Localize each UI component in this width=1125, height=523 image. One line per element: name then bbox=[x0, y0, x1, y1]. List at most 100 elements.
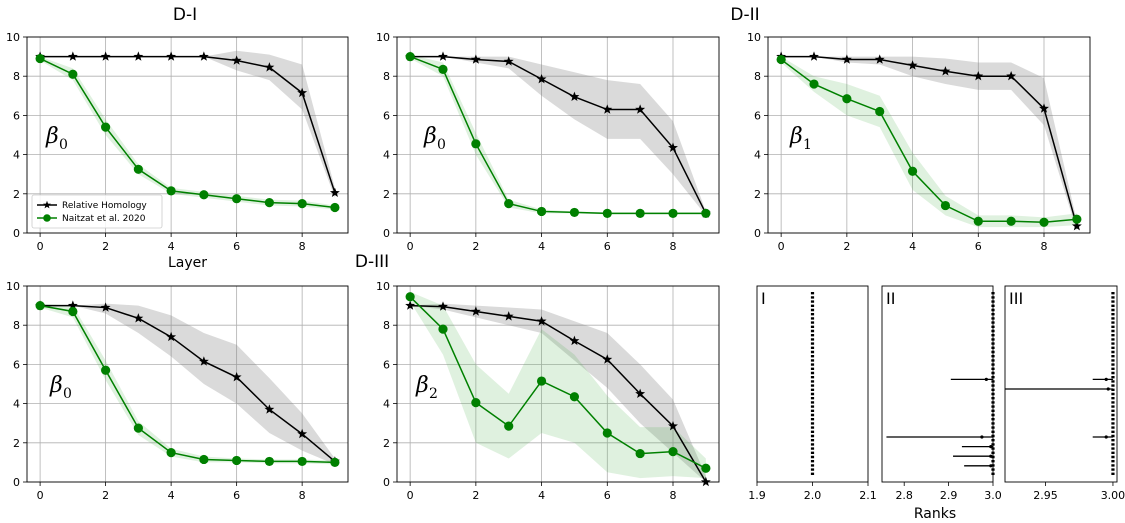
rank-point bbox=[1106, 387, 1110, 391]
title-d-i: D-I bbox=[173, 5, 197, 25]
point-relative-homology bbox=[438, 51, 448, 61]
rank-point bbox=[1104, 435, 1108, 439]
point-naitzat bbox=[602, 208, 612, 218]
x-tick-label: 1.9 bbox=[748, 489, 766, 502]
point-naitzat bbox=[264, 198, 274, 208]
point-relative-homology bbox=[569, 335, 580, 346]
point-relative-homology bbox=[166, 51, 177, 61]
point-relative-homology bbox=[841, 54, 852, 64]
point-naitzat bbox=[635, 208, 645, 218]
x-tick-label: 6 bbox=[233, 489, 240, 502]
point-naitzat bbox=[35, 301, 45, 311]
legend-marker-star bbox=[43, 200, 51, 209]
point-relative-homology bbox=[503, 311, 514, 321]
legend-entry: Naitzat et al. 2020 bbox=[62, 214, 146, 224]
point-relative-homology bbox=[1039, 103, 1049, 113]
y-tick-label: 4 bbox=[13, 398, 20, 411]
x-tick-label: 2 bbox=[843, 240, 850, 253]
point-naitzat bbox=[297, 199, 307, 209]
point-relative-homology bbox=[536, 316, 547, 326]
rank-panel-II: II 2.8 2.9 3.0 Ranks bbox=[881, 285, 1002, 522]
beta-subscript: 2 bbox=[429, 386, 438, 402]
axes-frame bbox=[396, 285, 720, 483]
x-axis-label: Layer bbox=[168, 255, 207, 271]
point-relative-homology bbox=[668, 142, 678, 152]
line-chart-3: 0 2 4 6 8 10 0 2 4 6 8 β 1 bbox=[747, 31, 1091, 253]
point-relative-homology bbox=[602, 354, 613, 364]
y-tick-label: 4 bbox=[383, 398, 390, 411]
point-naitzat bbox=[1006, 216, 1016, 226]
point-relative-homology bbox=[635, 104, 646, 114]
x-axis-label-ranks: Ranks bbox=[914, 506, 956, 522]
x-tick-label: 8 bbox=[670, 240, 677, 253]
y-tick-label: 6 bbox=[383, 109, 390, 122]
beta-label: β bbox=[49, 373, 63, 398]
series-line-relative-homology bbox=[781, 55, 1078, 227]
point-relative-homology bbox=[198, 356, 209, 366]
x-tick-label: 2 bbox=[102, 489, 109, 502]
beta-label: β bbox=[415, 373, 429, 398]
series-line-relative-homology bbox=[40, 55, 336, 194]
point-naitzat bbox=[809, 79, 819, 89]
point-naitzat bbox=[875, 106, 885, 117]
y-tick-label: 10 bbox=[6, 31, 20, 44]
axes-frame bbox=[26, 285, 349, 483]
y-tick-label: 8 bbox=[383, 70, 390, 83]
y-tick-label: 2 bbox=[383, 188, 390, 201]
point-naitzat bbox=[232, 194, 242, 204]
point-naitzat bbox=[776, 54, 786, 65]
point-relative-homology bbox=[67, 51, 78, 61]
x-tick-label: 6 bbox=[233, 240, 240, 253]
rank-panel-I: I 1.9 2.0 2.1 bbox=[748, 285, 877, 502]
y-tick-label: 10 bbox=[376, 31, 390, 44]
point-naitzat bbox=[471, 398, 481, 408]
rank-point bbox=[1104, 377, 1108, 381]
x-tick-label: 4 bbox=[909, 240, 916, 253]
beta-subscript: 0 bbox=[59, 137, 68, 153]
series-line-naitzat bbox=[39, 57, 335, 209]
point-relative-homology bbox=[569, 91, 580, 101]
point-naitzat bbox=[504, 199, 514, 209]
point-relative-homology bbox=[536, 73, 547, 84]
beta-subscript: 0 bbox=[437, 137, 446, 153]
series-line-naitzat bbox=[39, 304, 335, 464]
point-naitzat bbox=[504, 421, 514, 431]
y-tick-label: 6 bbox=[383, 358, 390, 371]
y-tick-label: 2 bbox=[13, 188, 20, 201]
point-naitzat bbox=[536, 206, 547, 217]
point-relative-homology bbox=[602, 104, 613, 114]
x-tick-label: 4 bbox=[538, 489, 545, 502]
point-naitzat bbox=[701, 463, 711, 473]
x-tick-label: 3.0 bbox=[984, 489, 1002, 502]
point-relative-homology bbox=[907, 60, 918, 70]
point-naitzat bbox=[701, 208, 711, 218]
x-tick-label: 4 bbox=[538, 240, 545, 253]
y-tick-label: 2 bbox=[383, 437, 390, 450]
band-naitzat bbox=[410, 291, 706, 479]
y-tick-label: 8 bbox=[13, 319, 20, 332]
y-tick-label: 0 bbox=[754, 227, 761, 240]
band-relative-homology bbox=[410, 56, 706, 216]
y-tick-label: 2 bbox=[13, 437, 20, 450]
point-relative-homology bbox=[1071, 220, 1082, 231]
beta-label: β bbox=[423, 124, 437, 149]
point-relative-homology bbox=[329, 187, 340, 198]
y-tick-label: 6 bbox=[13, 109, 20, 122]
point-naitzat bbox=[940, 200, 951, 211]
point-relative-homology bbox=[264, 404, 275, 414]
point-naitzat bbox=[133, 164, 143, 174]
y-tick-label: 6 bbox=[754, 109, 761, 122]
point-naitzat bbox=[973, 216, 983, 226]
point-relative-homology bbox=[874, 54, 885, 64]
x-tick-label: 2 bbox=[472, 489, 479, 502]
x-tick-label: 2 bbox=[102, 240, 109, 253]
x-tick-label: 2.8 bbox=[895, 489, 913, 502]
x-tick-label: 0 bbox=[778, 240, 785, 253]
y-tick-label: 8 bbox=[13, 70, 20, 83]
point-relative-homology bbox=[405, 300, 416, 310]
